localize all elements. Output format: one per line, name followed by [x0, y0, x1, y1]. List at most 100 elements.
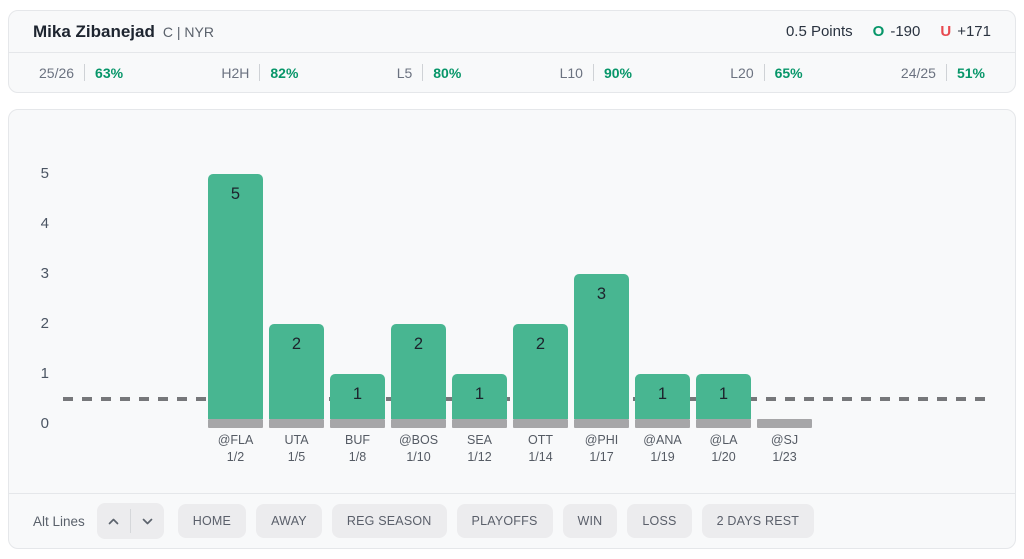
x-axis-label-at-ANA: @ANA 1/19: [643, 433, 682, 464]
bar-OTT[interactable]: [513, 324, 568, 419]
bar-at-ANA[interactable]: [635, 374, 690, 419]
odds-info: 0.5 Points O -190 U +171: [786, 23, 991, 40]
stat-separator: [422, 64, 424, 81]
x-axis-label-at-SJ: @SJ 1/23: [770, 433, 799, 464]
bar-baseline-marker: [330, 419, 385, 428]
bar-value-label: 3: [596, 285, 607, 303]
under-odds-value: +171: [957, 23, 991, 40]
alt-line-up-button[interactable]: [97, 503, 130, 539]
prop-line-label: 0.5 Points: [785, 23, 853, 40]
alt-lines-stepper: [96, 503, 164, 539]
stat-value: 80%: [433, 64, 462, 81]
stat-separator: [84, 64, 86, 81]
player-name: Mika Zibanejad: [33, 21, 155, 41]
y-axis-tick-5: 5: [40, 165, 49, 182]
bar-value-label: 1: [718, 385, 729, 403]
stat-separator: [259, 64, 261, 81]
bar-UTA[interactable]: [269, 324, 324, 419]
stat-separator: [763, 64, 765, 81]
bar-baseline-marker: [452, 419, 507, 428]
chevron-down-icon: [141, 514, 154, 529]
over-odds: O -190: [873, 23, 921, 40]
player-header-card: Mika Zibanejad C | NYR 0.5 Points O -190…: [8, 10, 1016, 93]
under-odds: U +171: [940, 23, 991, 40]
header-divider: [9, 52, 1015, 53]
bar-baseline-marker: [269, 419, 324, 428]
y-axis-tick-4: 4: [40, 215, 49, 232]
filter-chip-reg-season[interactable]: REG SEASON: [331, 504, 447, 538]
bar-baseline-marker: [208, 419, 263, 428]
bar-SEA[interactable]: [452, 374, 507, 419]
over-indicator: O: [872, 23, 885, 40]
stat-value: 63%: [95, 64, 124, 81]
chart-card: 5 4 3 2 1 0 5 @FLA 1/2 2 UTA 1/5 1 BUF 1/8 2 @BOS 1/10 1 SE…: [8, 109, 1016, 549]
filter-chip-win[interactable]: WIN: [562, 504, 618, 538]
stat-H2H: H2H 82%: [221, 64, 298, 81]
y-axis-tick-1: 1: [40, 365, 49, 382]
stat-label: L10: [559, 64, 583, 81]
filter-chips: HOME AWAY REG SEASON PLAYOFFS WIN LOSS 2 DAYS …: [177, 504, 815, 538]
filter-chip-loss[interactable]: LOSS: [627, 504, 692, 538]
stat-separator: [592, 64, 594, 81]
stat-value: 90%: [603, 64, 632, 81]
stat-label: 25/26: [39, 64, 75, 81]
stat-L10: L10 90%: [560, 64, 632, 81]
bar-baseline-marker: [635, 419, 690, 428]
stat-value: 65%: [774, 64, 803, 81]
stat-value: 82%: [270, 64, 299, 81]
stat-L5: L5 80%: [396, 64, 462, 81]
bar-baseline-marker: [574, 419, 629, 428]
filter-chip-playoffs[interactable]: PLAYOFFS: [456, 504, 553, 538]
points-bar-chart: 5 4 3 2 1 0 5 @FLA 1/2 2 UTA 1/5 1 BUF 1/8 2 @BOS 1/10 1 SE…: [9, 110, 1015, 493]
x-axis-label-at-BOS: @BOS 1/10: [398, 433, 439, 464]
y-axis-tick-0: 0: [40, 415, 49, 432]
filter-chip-2-days-rest[interactable]: 2 DAYS REST: [701, 504, 815, 538]
x-axis-label-at-FLA: @FLA 1/2: [217, 433, 254, 464]
filter-toolbar: Alt Lines HOME AWAY REG SEASON PLAYOFFS WIN L…: [9, 493, 1015, 548]
x-axis-label-SEA: SEA 1/12: [466, 433, 492, 464]
alt-line-down-button[interactable]: [131, 503, 164, 539]
bar-baseline-marker: [757, 419, 812, 428]
bar-at-LA[interactable]: [696, 374, 751, 419]
x-axis-label-at-PHI: @PHI 1/17: [584, 433, 619, 464]
filter-chip-home[interactable]: HOME: [177, 504, 247, 538]
alt-lines-label: Alt Lines: [33, 513, 85, 529]
x-axis-label-at-LA: @LA 1/20: [709, 433, 738, 464]
y-axis-tick-2: 2: [40, 315, 49, 332]
stat-label: 24/25: [900, 64, 936, 81]
bar-at-FLA[interactable]: [208, 174, 263, 419]
over-odds-value: -190: [890, 23, 921, 40]
bar-value-label: 1: [657, 385, 668, 403]
bar-at-PHI[interactable]: [574, 274, 629, 419]
y-axis-tick-3: 3: [40, 265, 49, 282]
stat-label: L20: [730, 64, 754, 81]
stat-separator: [945, 64, 947, 81]
bar-baseline-marker: [696, 419, 751, 428]
bar-BUF[interactable]: [330, 374, 385, 419]
bar-baseline-marker: [513, 419, 568, 428]
bar-at-BOS[interactable]: [391, 324, 446, 419]
x-axis-label-UTA: UTA 1/5: [284, 433, 309, 464]
stat-25-26: 25/26 63%: [39, 64, 123, 81]
bar-value-label: 2: [413, 335, 424, 353]
stepper-divider: [129, 509, 131, 533]
stat-label: H2H: [221, 64, 250, 81]
stat-value: 51%: [956, 64, 985, 81]
bar-value-label: 2: [291, 335, 302, 353]
bar-baseline-marker: [391, 419, 446, 428]
bar-value-label: 1: [352, 385, 363, 403]
bar-value-label: 2: [535, 335, 546, 353]
bar-value-label: 1: [474, 385, 485, 403]
filter-chip-away[interactable]: AWAY: [256, 504, 322, 538]
under-indicator: U: [940, 23, 952, 40]
x-axis-label-BUF: BUF 1/8: [345, 433, 370, 464]
x-axis-label-OTT: OTT 1/14: [528, 433, 553, 464]
player-position-team: C | NYR: [162, 23, 214, 40]
stats-row: 25/26 63% H2H 82% L5 80% L10 90% L20 65% 24/25 51%: [9, 53, 1015, 92]
player-header-row: Mika Zibanejad C | NYR 0.5 Points O -190…: [9, 11, 1015, 52]
chevron-up-icon: [107, 514, 120, 529]
stat-label: L5: [396, 64, 413, 81]
stat-24-25: 24/25 51%: [901, 64, 985, 81]
stat-L20: L20 65%: [730, 64, 803, 81]
